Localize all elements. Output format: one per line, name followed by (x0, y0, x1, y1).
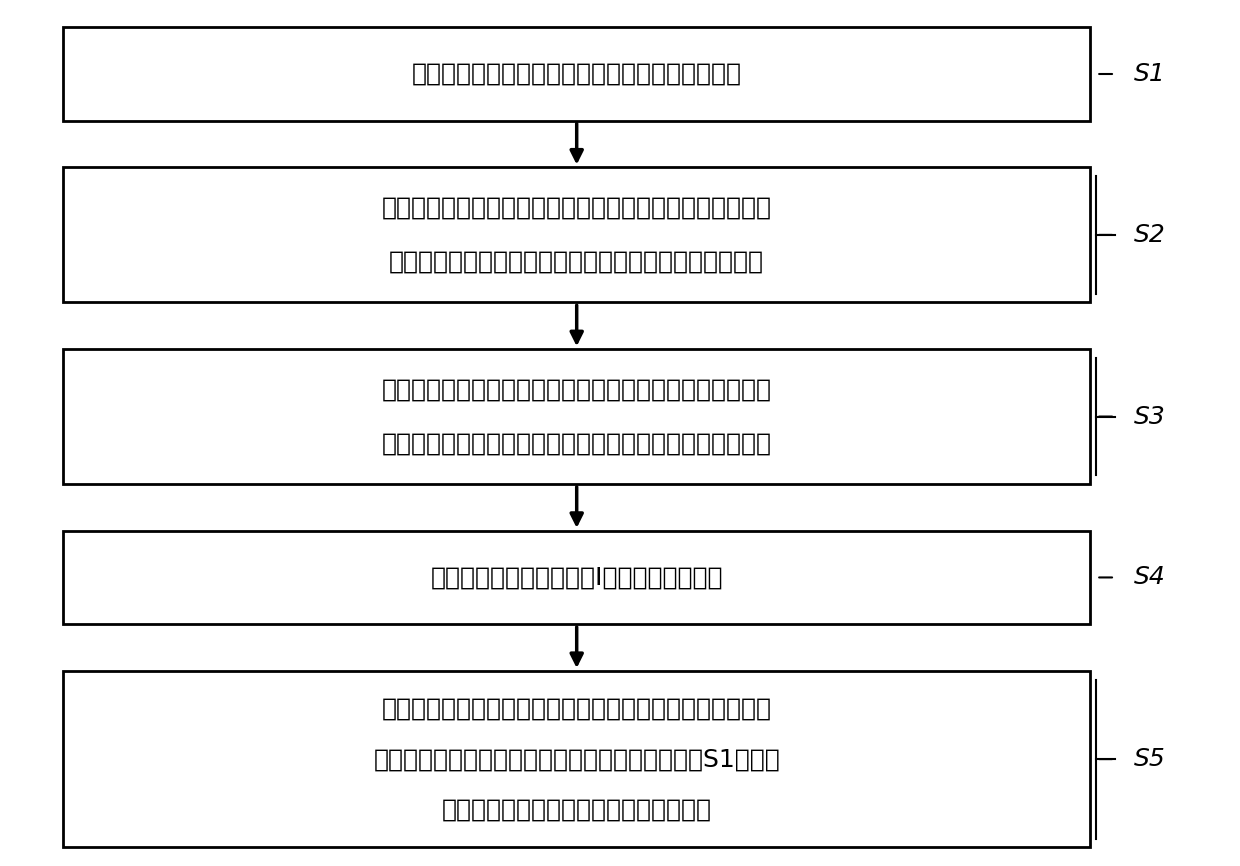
FancyBboxPatch shape (63, 531, 1090, 624)
Text: 根据孤岛校验条件进行孤岛划分校验，若不满足，则调整功: 根据孤岛校验条件进行孤岛划分校验，若不满足，则调整功 (382, 696, 771, 721)
Text: 率圆范围，删除最后进入功率圆的节点，返回步骤S1重新进: 率圆范围，删除最后进入功率圆的节点，返回步骤S1重新进 (373, 747, 780, 771)
Text: S3: S3 (1133, 404, 1166, 429)
Text: 电源进行功率圆搜索，简化节点信息，建立孤岛划分矩阵: 电源进行功率圆搜索，简化节点信息，建立孤岛划分矩阵 (389, 250, 764, 274)
Text: S2: S2 (1133, 223, 1166, 247)
FancyBboxPatch shape (63, 28, 1090, 120)
Text: 行孤岛划分校验，直到孤岛校验条件满足: 行孤岛划分校验，直到孤岛校验条件满足 (441, 798, 712, 822)
FancyBboxPatch shape (63, 349, 1090, 484)
Text: S4: S4 (1133, 565, 1166, 590)
Text: S1: S1 (1133, 62, 1166, 86)
Text: 选取平均权重最大的节点纳入孤岛，当平均权重最大的节点: 选取平均权重最大的节点纳入孤岛，当平均权重最大的节点 (382, 378, 771, 402)
Text: 不唯一时，则从权重最大的节点中选出累计负荷最大的节点: 不唯一时，则从权重最大的节点中选出累计负荷最大的节点 (382, 431, 771, 456)
Text: S5: S5 (1133, 747, 1166, 771)
Text: 按照故障时刻分布式电源的出力由小到大进行顺序: 按照故障时刻分布式电源的出力由小到大进行顺序 (412, 62, 742, 86)
Text: 在未进行孤岛划分的分布式电源中，选择容量最小的分布式: 在未进行孤岛划分的分布式电源中，选择容量最小的分布式 (382, 196, 771, 220)
Text: 纳入孤岛对孤岛划分矩阵I中的信息进行更新: 纳入孤岛对孤岛划分矩阵I中的信息进行更新 (430, 565, 723, 590)
FancyBboxPatch shape (63, 167, 1090, 302)
FancyBboxPatch shape (63, 671, 1090, 847)
